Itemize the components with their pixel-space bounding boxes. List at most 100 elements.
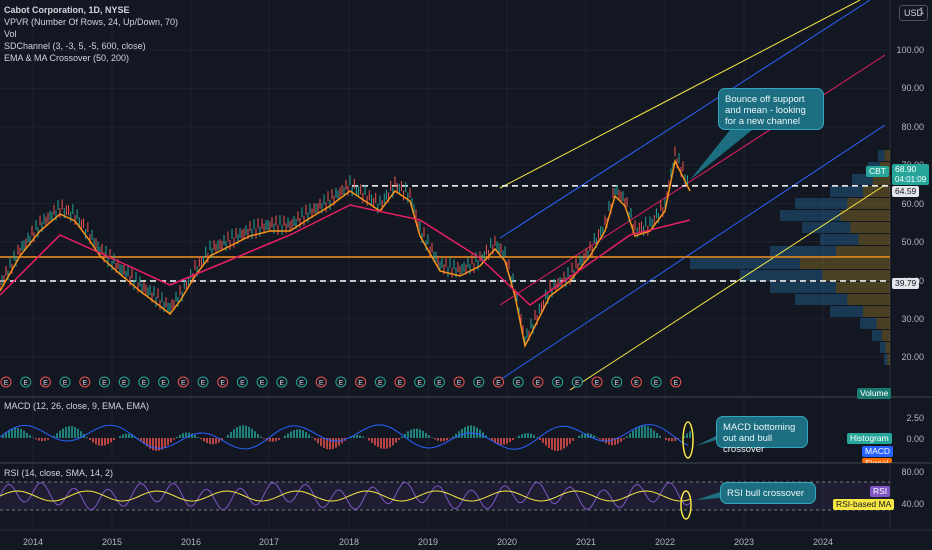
macd-line [0, 424, 689, 450]
earnings-marker [138, 376, 150, 388]
rsi-callout[interactable]: RSI bull crossover [720, 482, 816, 504]
currency-button[interactable]: USD [899, 5, 928, 21]
earnings-marker-label: E [496, 380, 501, 387]
earnings-marker-label: E [260, 380, 265, 387]
volume-profile-bar [795, 294, 848, 305]
ma-line [0, 204, 691, 306]
channel-line [499, 0, 861, 189]
earnings-marker-label: E [476, 380, 481, 387]
earnings-marker [39, 376, 51, 388]
earnings-marker [611, 376, 623, 388]
symbol-tag: CBT [866, 166, 889, 177]
earnings-marker [59, 376, 71, 388]
earnings-marker [99, 376, 110, 388]
earnings-marker [335, 376, 347, 388]
indicator-vol[interactable]: Vol [4, 29, 17, 39]
earnings-marker [453, 376, 465, 388]
earnings-marker-label: E [43, 380, 48, 387]
rsi-ma-line [0, 490, 691, 502]
volume-profile-bar [836, 282, 890, 293]
earnings-marker-label: E [457, 380, 462, 387]
volume-profile-bar [858, 234, 890, 245]
earnings-marker [236, 376, 248, 388]
earnings-marker-label: E [417, 380, 422, 387]
indicator-sdchannel[interactable]: SDChannel (3, -3, 5, -5, 600, close) [4, 41, 146, 51]
earnings-marker-label: E [23, 380, 28, 387]
volume-profile-bar [876, 318, 890, 329]
resistance-tag: 64.59 [892, 186, 920, 197]
volume-profile-bar [881, 330, 890, 341]
macd-title[interactable]: MACD (12, 26, close, 9, EMA, EMA) [4, 401, 150, 411]
volume-profile-bar [836, 246, 890, 257]
earnings-marker-label: E [437, 380, 442, 387]
x-axis-label: 2024 [812, 537, 834, 547]
earnings-marker-label: E [240, 380, 245, 387]
rsi-line [0, 481, 691, 511]
volume-profile-bar [885, 342, 890, 353]
earnings-marker-label: E [358, 380, 363, 387]
indicator-vpvr[interactable]: VPVR (Number Of Rows, 24, Up/Down, 70) [4, 17, 179, 27]
earnings-marker [493, 376, 504, 388]
earnings-marker [650, 376, 662, 388]
earnings-marker-label: E [673, 380, 678, 387]
x-axis-label: 2016 [180, 537, 202, 547]
earnings-marker-label: E [398, 380, 403, 387]
rsi-highlight [680, 490, 692, 520]
volume-profile-bar [800, 258, 890, 269]
price-label-top: 1 [918, 6, 924, 16]
ema-line [0, 158, 691, 349]
indicator-ema-ma[interactable]: EMA & MA Crossover (50, 200) [4, 53, 130, 63]
volume-profile-bar [770, 282, 836, 293]
volume-tag: Volume [857, 388, 892, 399]
x-axis-label: 2021 [575, 537, 597, 547]
earnings-marker [394, 376, 406, 388]
volume-profile-bar [847, 294, 890, 305]
x-axis-label: 2018 [338, 537, 360, 547]
macd-highlight [682, 421, 694, 459]
volume-profile-bar [880, 342, 886, 353]
rsi-axis-label: 80.00 [901, 467, 924, 477]
macd-callout[interactable]: MACD bottoming out and bull crossover [716, 416, 808, 455]
earnings-marker-label: E [614, 380, 619, 387]
earnings-marker [433, 376, 445, 388]
main-callout[interactable]: Bounce off support and mean - looking fo… [718, 88, 824, 130]
earnings-marker [0, 376, 12, 388]
price-label: 20.00 [901, 352, 924, 362]
earnings-marker [414, 376, 426, 388]
volume-profile [690, 150, 890, 365]
earnings-marker-label: E [319, 380, 324, 387]
price-label: 100.00 [896, 45, 924, 55]
earnings-marker-label: E [122, 380, 127, 387]
x-axis-label: 2014 [22, 537, 44, 547]
rsi-axis-label: 40.00 [901, 499, 924, 509]
earnings-marker-label: E [142, 380, 147, 387]
volume-profile-bar [847, 198, 890, 209]
price-label: 50.00 [901, 237, 924, 247]
earnings-marker [158, 376, 170, 388]
earnings-marker-label: E [634, 380, 639, 387]
symbol-title[interactable]: Cabot Corporation, 1D, NYSE [4, 5, 130, 15]
rsi-tag: RSI [870, 486, 891, 497]
earnings-marker [374, 376, 386, 388]
volume-profile-bar [830, 186, 863, 197]
histogram-tag: Histogram [847, 433, 892, 444]
earnings-marker [591, 376, 603, 388]
earnings-marker-label: E [82, 380, 87, 387]
volume-profile-bar [863, 306, 890, 317]
earnings-marker-label: E [201, 380, 206, 387]
rsi-title[interactable]: RSI (14, close, SMA, 14, 2) [4, 468, 114, 478]
volume-profile-bar [878, 150, 885, 161]
earnings-marker [276, 376, 288, 388]
volume-profile-bar [780, 210, 841, 221]
earnings-marker [256, 376, 268, 388]
earnings-marker-label: E [516, 380, 521, 387]
price-label: 80.00 [901, 122, 924, 132]
x-axis-label: 2017 [258, 537, 280, 547]
volume-profile-bar [872, 174, 890, 185]
earnings-marker [79, 376, 91, 388]
volume-profile-bar [852, 174, 873, 185]
signal-tag: Signal [862, 458, 892, 463]
